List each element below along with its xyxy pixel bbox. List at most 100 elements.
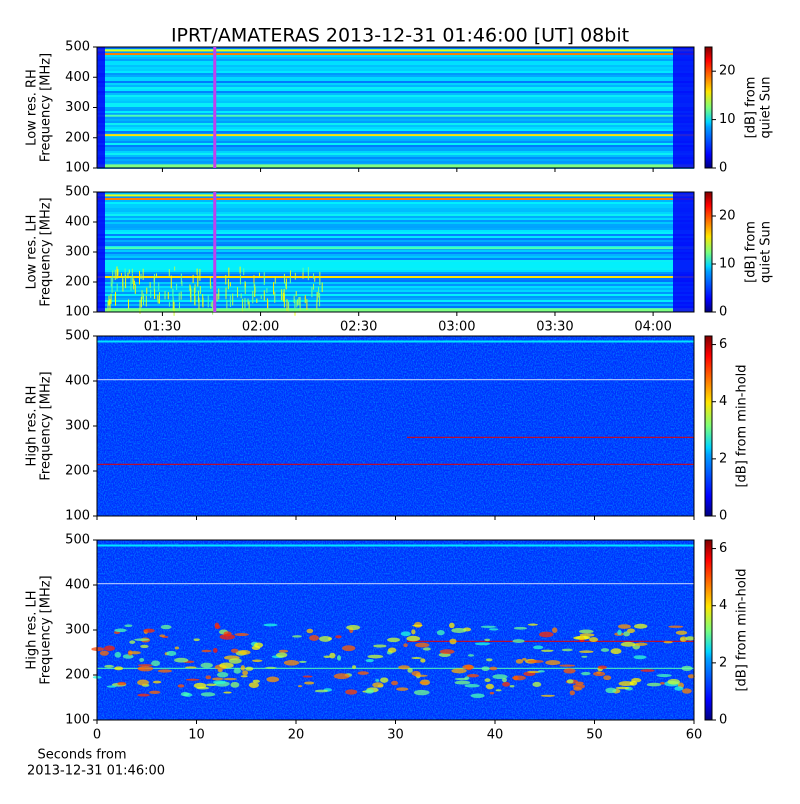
spectrogram-row	[97, 63, 694, 65]
colorbar-label: quiet Sun	[759, 221, 774, 283]
spectrogram-burst	[209, 276, 211, 286]
spectrogram-burst	[467, 654, 475, 657]
spectrogram-burst	[615, 686, 630, 690]
spectrogram-burst	[216, 672, 229, 678]
spectrogram-burst	[283, 288, 285, 302]
spectrogram-burst	[140, 296, 142, 308]
spectrogram-row	[97, 57, 694, 59]
spectrogram-band	[97, 49, 694, 52]
spectrogram-burst	[200, 662, 213, 669]
spectrogram-burst	[474, 642, 491, 646]
spectrogram-burst	[252, 290, 254, 304]
spectrogram-burst	[352, 665, 357, 669]
colorbar-label: [dB] from	[744, 221, 759, 283]
colorbar	[704, 191, 713, 313]
spectrogram-burst	[575, 681, 584, 685]
spectrogram-band	[97, 583, 694, 585]
spectrogram-row	[97, 141, 694, 143]
spectrogram-burst	[193, 682, 207, 689]
spectrogram-burst	[406, 635, 421, 642]
spectrogram-row	[97, 286, 694, 288]
spectrogram-burst	[302, 267, 304, 274]
spectrogram-row	[97, 93, 694, 95]
spectrogram-burst	[617, 629, 622, 636]
spectrogram-row	[97, 272, 694, 274]
spectrogram-burst	[130, 277, 132, 291]
spectrogram	[97, 336, 694, 516]
spectrogram-row	[97, 292, 694, 294]
y-axis-label: Frequency [MHz]	[39, 371, 54, 480]
spectrogram-burst	[419, 681, 429, 684]
spectrogram-burst	[242, 670, 249, 676]
spectrogram-burst	[495, 689, 502, 692]
spectrogram-burst	[306, 628, 314, 634]
spectrogram-burst	[289, 270, 291, 277]
spectrogram-burst	[189, 284, 191, 291]
spectrogram-burst	[646, 682, 662, 687]
spectrogram-burst	[122, 278, 124, 292]
y-tick-label: 500	[65, 40, 90, 55]
spectrogram-burst	[559, 664, 576, 667]
spectrogram-burst	[509, 685, 515, 688]
x-tick-label: 30	[387, 728, 404, 743]
spectrogram-burst	[329, 652, 336, 659]
spectrogram-row	[97, 111, 694, 113]
spectrogram-row	[97, 145, 694, 147]
spectrogram-burst	[149, 282, 151, 289]
spectrogram-burst	[299, 660, 307, 664]
spectrogram-burst	[512, 639, 525, 643]
y-tick-label: 400	[65, 578, 90, 593]
spectrogram-band	[97, 53, 694, 56]
spectrogram-burst	[264, 666, 277, 669]
spectrogram-band	[407, 436, 694, 438]
spectrogram-burst	[223, 691, 232, 694]
colorbar-label: [dB] from min-hold	[735, 568, 750, 691]
spectrogram-burst	[314, 277, 316, 282]
spectrogram-row	[97, 77, 694, 79]
y-tick-label: 400	[65, 374, 90, 389]
spectrogram-band	[97, 544, 694, 547]
colorbar-label: [dB] from	[744, 77, 759, 139]
spectrogram-burst	[551, 627, 558, 633]
spectrogram-burst	[589, 637, 599, 642]
spectrogram-burst	[464, 683, 480, 688]
spectrogram-burst	[273, 282, 275, 295]
spectrogram-burst	[142, 293, 144, 306]
spectrogram-burst	[675, 630, 688, 635]
spectrogram-burst	[466, 674, 480, 678]
x-axis-label: Seconds from	[37, 748, 126, 763]
colorbar-label: [dB] from min-hold	[735, 364, 750, 487]
spectrogram-burst	[668, 625, 684, 628]
spectrogram-burst	[365, 658, 374, 663]
spectrogram-burst	[263, 623, 278, 627]
y-axis-label: Frequency [MHz]	[39, 575, 54, 684]
spectrogram-burst	[285, 282, 287, 289]
spectrogram-burst	[254, 286, 256, 293]
spectrogram-row	[97, 89, 694, 91]
spectrogram-band	[97, 340, 694, 343]
spectrogram-burst	[346, 624, 361, 631]
spectrogram-row	[97, 224, 694, 226]
spectrogram-burst	[107, 300, 109, 312]
y-axis-label: Frequency [MHz]	[39, 197, 54, 306]
spectrogram-row	[97, 216, 694, 218]
spectrogram-row	[97, 159, 694, 161]
spectrogram-burst	[573, 636, 589, 640]
spectrogram-row	[97, 83, 694, 85]
spectrogram-burst	[230, 648, 239, 653]
x-tick-label: 01:30	[144, 320, 181, 335]
spectrogram-burst	[178, 292, 180, 301]
spectrogram-burst	[263, 290, 265, 301]
spectrogram-burst	[336, 655, 342, 661]
spectrogram-row	[97, 123, 694, 125]
spectrogram-burst	[501, 677, 507, 683]
spectrogram-burst	[593, 671, 606, 677]
spectrogram-burst	[212, 300, 214, 315]
spectrogram-burst	[137, 679, 149, 686]
spectrogram-row	[97, 218, 694, 220]
spectrogram-burst	[372, 682, 384, 688]
spectrogram-burst	[244, 282, 246, 288]
spectrogram-row	[97, 129, 694, 131]
spectrogram-row	[97, 137, 694, 139]
spectrogram-band	[97, 667, 694, 669]
